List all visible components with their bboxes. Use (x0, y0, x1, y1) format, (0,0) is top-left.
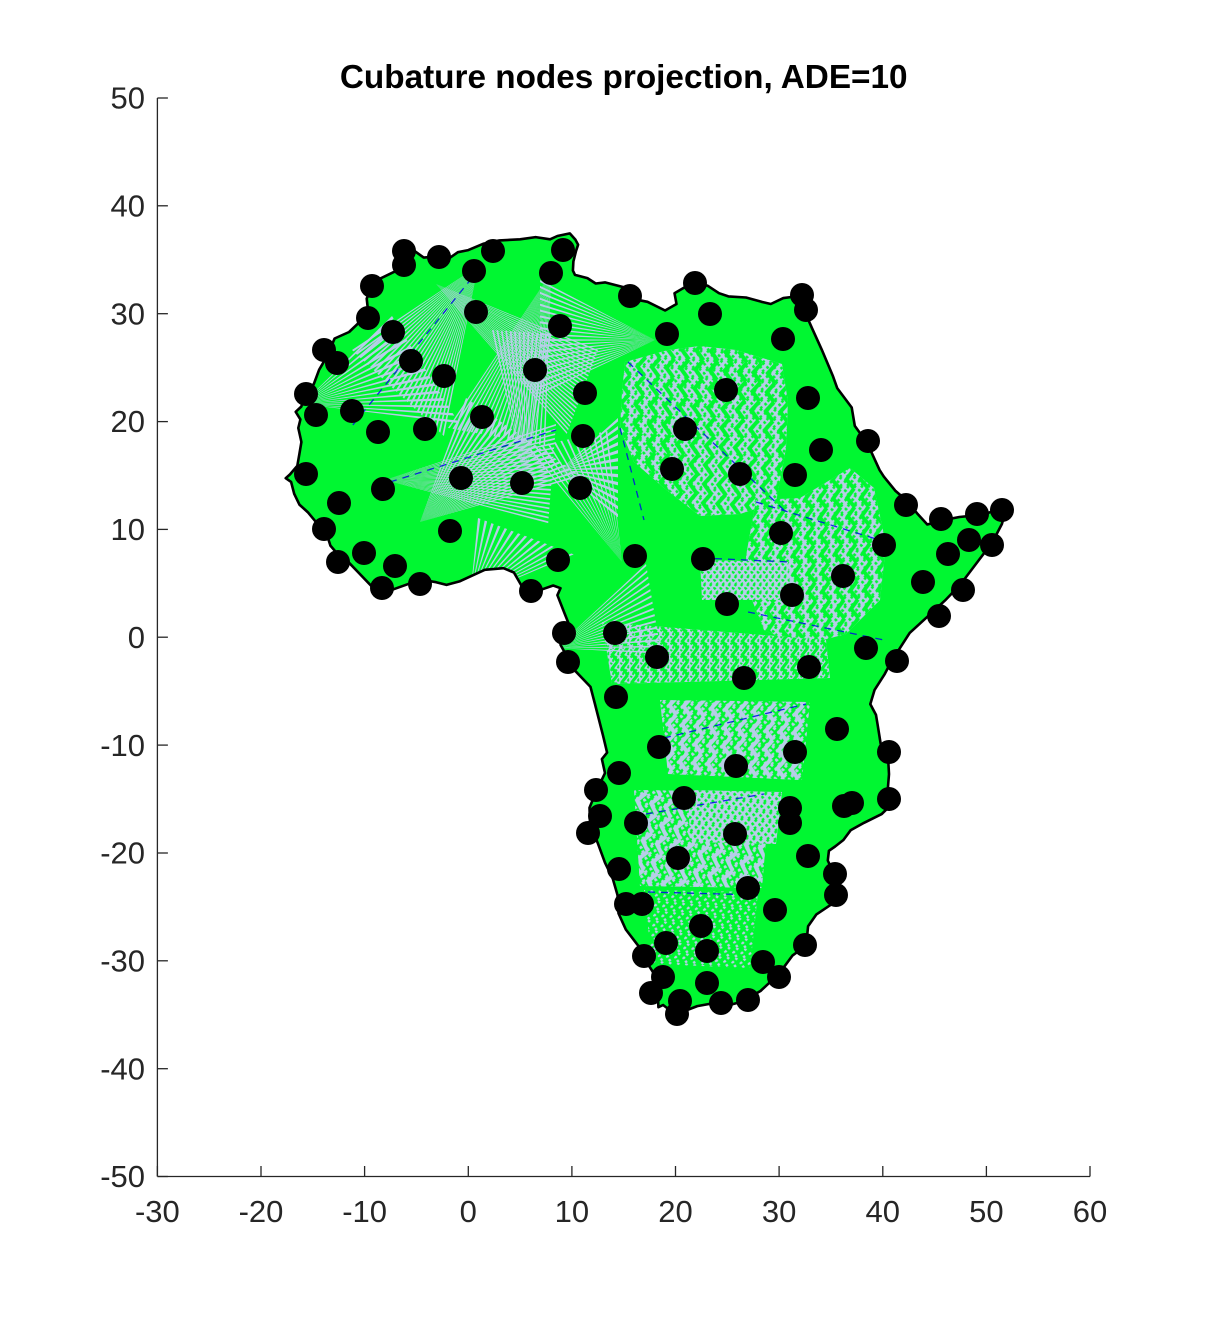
svg-text:40: 40 (111, 189, 145, 224)
svg-text:40: 40 (866, 1194, 900, 1229)
svg-text:50: 50 (969, 1194, 1003, 1229)
svg-text:50: 50 (111, 81, 145, 116)
svg-text:-10: -10 (342, 1194, 387, 1229)
svg-text:10: 10 (555, 1194, 589, 1229)
svg-text:-30: -30 (100, 944, 145, 979)
svg-text:0: 0 (128, 620, 145, 655)
svg-text:30: 30 (111, 296, 145, 331)
svg-text:-30: -30 (135, 1194, 180, 1229)
svg-text:0: 0 (460, 1194, 477, 1229)
svg-text:-40: -40 (100, 1051, 145, 1086)
svg-text:30: 30 (762, 1194, 796, 1229)
svg-text:Cubature nodes projection, ADE: Cubature nodes projection, ADE=10 (340, 59, 908, 96)
svg-text:20: 20 (658, 1194, 692, 1229)
svg-text:10: 10 (111, 512, 145, 547)
svg-text:-10: -10 (100, 728, 145, 763)
svg-text:60: 60 (1073, 1194, 1107, 1229)
svg-text:20: 20 (111, 404, 145, 439)
svg-text:-20: -20 (239, 1194, 284, 1229)
svg-text:-20: -20 (100, 836, 145, 871)
svg-text:-50: -50 (100, 1159, 145, 1194)
